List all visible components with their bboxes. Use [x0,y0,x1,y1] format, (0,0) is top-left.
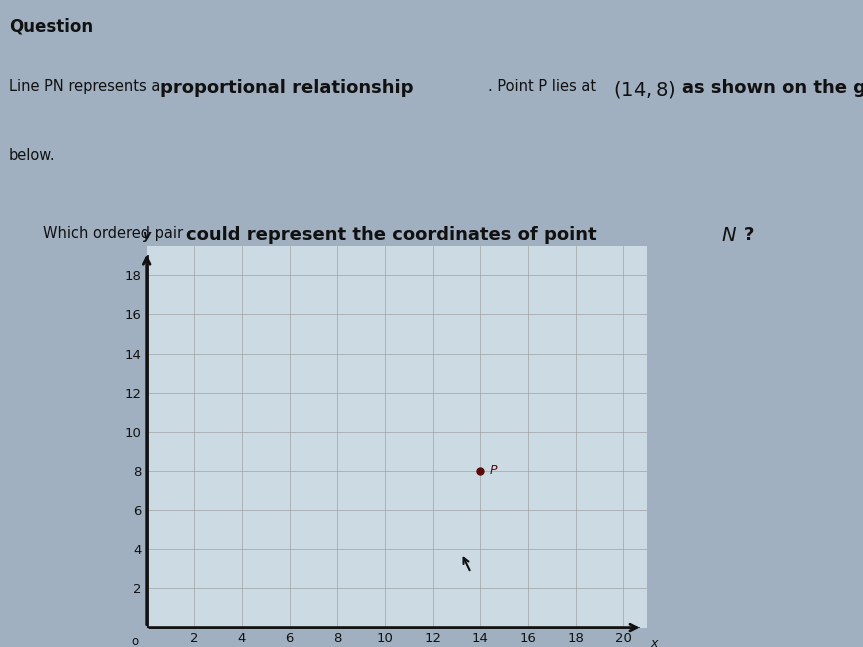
Text: ?: ? [744,226,754,244]
Text: $(14, 8)$: $(14, 8)$ [613,79,676,100]
Text: $N$: $N$ [721,226,737,245]
Text: . Point P lies at: . Point P lies at [488,79,601,94]
Text: Question: Question [9,17,92,35]
Text: could represent the coordinates of point: could represent the coordinates of point [186,226,602,244]
Text: y: y [142,229,151,242]
Text: o: o [131,635,138,647]
Text: below.: below. [9,148,55,162]
Text: Line PN represents a: Line PN represents a [9,79,165,94]
Text: Which ordered pair: Which ordered pair [43,226,188,241]
Text: x: x [651,637,658,647]
Text: P: P [490,465,497,477]
Text: as shown on the graph: as shown on the graph [682,79,863,96]
Text: proportional relationship: proportional relationship [160,79,413,96]
